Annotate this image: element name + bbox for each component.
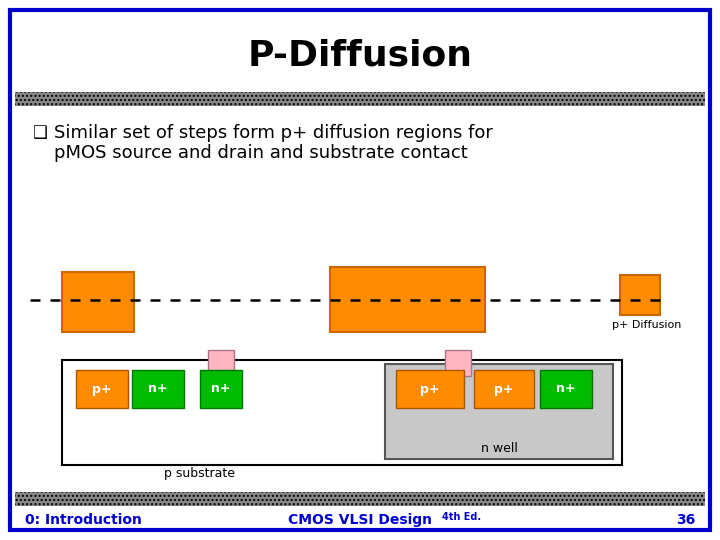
Bar	[208, 350, 234, 376]
Bar	[132, 370, 184, 408]
Text: n+: n+	[557, 382, 576, 395]
Text: P-Diffusion: P-Diffusion	[248, 38, 472, 72]
Text: p+: p+	[92, 382, 112, 395]
Bar	[62, 360, 622, 465]
Text: Similar set of steps form p+ diffusion regions for: Similar set of steps form p+ diffusion r…	[54, 124, 493, 142]
Bar	[15, 492, 705, 506]
Text: 0: Introduction: 0: Introduction	[25, 513, 142, 527]
Text: n well: n well	[480, 442, 518, 455]
Bar	[620, 275, 660, 315]
Text: p+ Diffusion: p+ Diffusion	[612, 320, 681, 330]
Bar	[76, 370, 128, 408]
Bar	[385, 364, 613, 459]
Bar	[540, 370, 592, 408]
Bar	[330, 267, 485, 332]
Text: pMOS source and drain and substrate contact: pMOS source and drain and substrate cont…	[54, 144, 468, 162]
Text: 36: 36	[676, 513, 695, 527]
Bar	[445, 350, 471, 376]
Text: ❑: ❑	[32, 124, 47, 142]
Bar	[15, 92, 705, 106]
Text: 4th Ed.: 4th Ed.	[442, 512, 481, 522]
Bar	[200, 370, 242, 408]
Text: p+: p+	[494, 382, 514, 395]
Bar	[396, 370, 464, 408]
Text: n+: n+	[148, 382, 168, 395]
Text: p substrate: p substrate	[164, 467, 235, 480]
Text: p+: p+	[420, 382, 440, 395]
Text: CMOS VLSI Design: CMOS VLSI Design	[288, 513, 432, 527]
Bar	[474, 370, 534, 408]
Bar	[62, 272, 134, 332]
Text: n+: n+	[211, 382, 230, 395]
